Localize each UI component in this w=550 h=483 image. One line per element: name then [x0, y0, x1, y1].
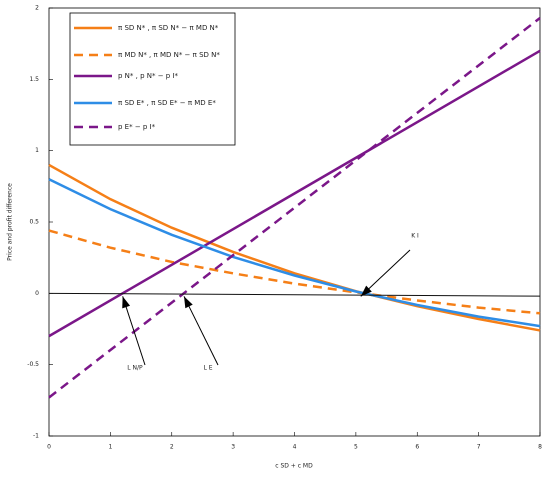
- annotation-arrow: [122, 296, 146, 366]
- y-tick-label: 2: [35, 5, 39, 12]
- x-tick-label: 5: [354, 444, 358, 451]
- x-tick-label: 8: [538, 444, 542, 451]
- y-tick-label: -1: [33, 433, 39, 440]
- x-tick-label: 0: [47, 444, 51, 451]
- y-tick-label: 1: [35, 147, 39, 154]
- annotation-label: L E: [203, 365, 212, 372]
- x-axis-label: c SD + c MD: [275, 463, 313, 470]
- y-axis-label: Price and profit difference: [7, 183, 14, 261]
- legend-label: π SD N* , π SD N* − π MD N*: [118, 24, 219, 32]
- y-tick-label: 0: [35, 290, 39, 297]
- series-line: [48, 49, 541, 338]
- x-tick-label: 7: [477, 444, 481, 451]
- legend-label: p E* − p I*: [118, 123, 156, 131]
- arrow-head: [360, 285, 372, 297]
- annotation-label: L N/P: [127, 365, 143, 372]
- series-line: [48, 292, 541, 297]
- x-tick-label: 6: [415, 444, 419, 451]
- annotation-label: K I: [411, 233, 419, 240]
- x-tick-label: 1: [108, 444, 112, 451]
- legend-label: π MD N* , π MD N* − π SD N*: [118, 51, 220, 59]
- series-line: [48, 178, 541, 328]
- series-line: [48, 16, 541, 399]
- legend-label: π SD E* , π SD E* − π MD E*: [118, 99, 216, 107]
- legend-label: p N* , p N* − p I*: [118, 72, 179, 80]
- y-tick-label: 0.5: [29, 219, 39, 226]
- x-tick-label: 3: [231, 444, 235, 451]
- x-tick-label: 4: [293, 444, 297, 451]
- legend-box: [69, 12, 236, 146]
- series-line: [48, 163, 541, 332]
- annotation-arrow: [183, 296, 219, 366]
- y-tick-label: -0.5: [27, 361, 39, 368]
- y-tick-label: 1.5: [29, 76, 39, 83]
- arrow-head: [184, 296, 193, 309]
- arrow-head: [122, 296, 131, 309]
- x-tick-label: 2: [170, 444, 174, 451]
